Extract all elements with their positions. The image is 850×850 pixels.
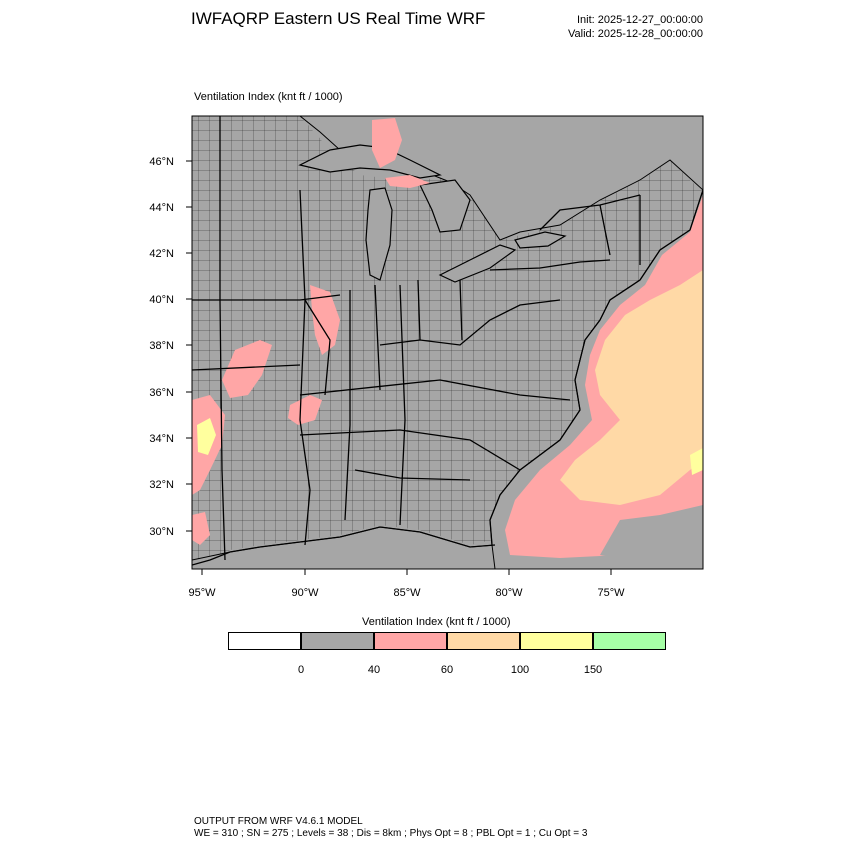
legend-bin-40-60 [374,632,447,650]
vi-pink-missouri [222,340,272,398]
lon-label-80: 80°W [495,587,523,599]
lat-label-38: 38°N [149,340,174,352]
vi-pink-louisiana [192,512,210,545]
vi-yellow-texas [197,418,216,455]
vi-pink-superior [372,118,402,168]
lake-superior [298,144,442,179]
lat-label-46: 46°N [149,156,174,168]
field-label: Ventilation Index (knt ft / 1000) [194,91,343,103]
legend-title: Ventilation Index (knt ft / 1000) [362,616,511,628]
lat-label-42: 42°N [149,248,174,260]
lat-label-36: 36°N [149,387,174,399]
legend-bin-below-0 [228,632,301,650]
footer-config-line: WE = 310 ; SN = 275 ; Levels = 38 ; Dis … [194,828,588,839]
map-frame [191,115,704,570]
coastline [192,189,703,566]
lat-label-40: 40°N [149,294,174,306]
vi-tan-atlantic [560,270,703,505]
state-boundaries [192,116,641,561]
lon-label-95: 95°W [188,587,216,599]
lat-label-30: 30°N [149,526,174,538]
vi-gray-patch-atlantic [600,505,703,562]
lat-label-34: 34°N [149,433,174,445]
lake-huron [419,179,471,233]
init-time: Init: 2025-12-27_00:00:00 [577,14,703,26]
lon-label-75: 75°W [597,587,625,599]
valid-time: Valid: 2025-12-28_00:00:00 [568,28,703,40]
lake-ontario [514,231,567,249]
map-area [192,116,703,569]
lat-labels: 46°N 44°N 42°N 40°N 38°N 36°N 34°N 32°N … [149,156,174,538]
footer-model-line: OUTPUT FROM WRF V4.6.1 MODEL [194,816,363,827]
legend-bin-60-100 [447,632,520,650]
lon-label-85: 85°W [393,587,421,599]
plot-title: IWFAQRP Eastern US Real Time WRF [191,9,486,28]
legend-bin-150-plus [593,632,666,650]
lat-ticks [186,160,192,532]
us-land-counties [192,116,703,565]
legend-tick-0: 0 [297,664,305,676]
legend-tick-40: 40 [367,664,381,676]
lon-ticks [201,569,612,575]
legend-tick-60: 60 [440,664,454,676]
lat-label-32: 32°N [149,479,174,491]
lake-michigan [365,187,393,281]
vi-pink-arkansas [288,395,322,425]
lon-label-90: 90°W [291,587,319,599]
lat-label-44: 44°N [149,202,174,214]
legend-tick-150: 150 [583,664,603,676]
legend-bin-100-150 [520,632,593,650]
legend-bin-0-40 [301,632,374,650]
vi-pink-illinois [310,285,340,355]
vi-yellow-atlantic [690,448,703,475]
legend-tick-100: 100 [510,664,530,676]
lon-labels: 95°W 90°W 85°W 80°W 75°W [188,587,625,599]
lake-erie [438,244,517,283]
vi-pink-superior-2 [385,175,430,188]
